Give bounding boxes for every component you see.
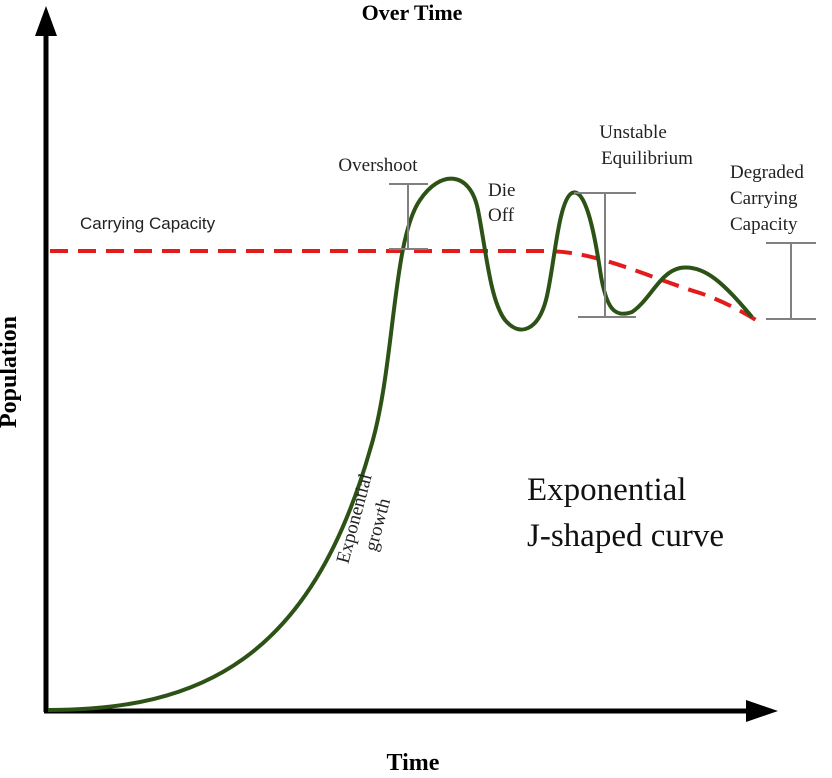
diagram-title: Over Time: [362, 0, 463, 25]
unstable-label-line-1: Unstable: [599, 122, 667, 143]
population-curve: [47, 176, 754, 712]
y-axis-arrow-icon: [35, 6, 57, 36]
exponential-growth-label: Exponential growth: [333, 472, 395, 566]
unstable-equilibrium-bracket: [574, 192, 636, 318]
overshoot-bracket: [389, 183, 428, 250]
degraded-label-line-1: Degraded: [730, 162, 804, 183]
j-curve-label: Exponential J-shaped curve: [527, 472, 724, 554]
x-axis-label: Time: [387, 750, 440, 776]
overshoot-label: Overshoot: [338, 155, 418, 176]
y-axis-label: Population: [0, 316, 22, 428]
carrying-capacity-label: Carrying Capacity: [80, 214, 216, 233]
degraded-label-line-3: Capacity: [730, 214, 798, 235]
unstable-label-line-2: Equilibrium: [601, 148, 693, 169]
x-axis-arrow-icon: [746, 700, 778, 722]
unstable-equilibrium-label: Unstable Equilibrium: [599, 122, 693, 169]
j-curve-line-2: J-shaped curve: [527, 518, 724, 554]
degraded-capacity-label: Degraded Carrying Capacity: [730, 162, 804, 235]
die-off-label: Die Off: [488, 180, 515, 226]
die-off-label-line-1: Die: [488, 180, 515, 201]
j-curve-line-1: Exponential: [527, 472, 686, 508]
carrying-capacity-line: [50, 249, 758, 322]
degraded-capacity-bracket: [766, 242, 816, 320]
die-off-label-line-2: Off: [488, 205, 515, 226]
degraded-label-line-2: Carrying: [730, 188, 798, 209]
